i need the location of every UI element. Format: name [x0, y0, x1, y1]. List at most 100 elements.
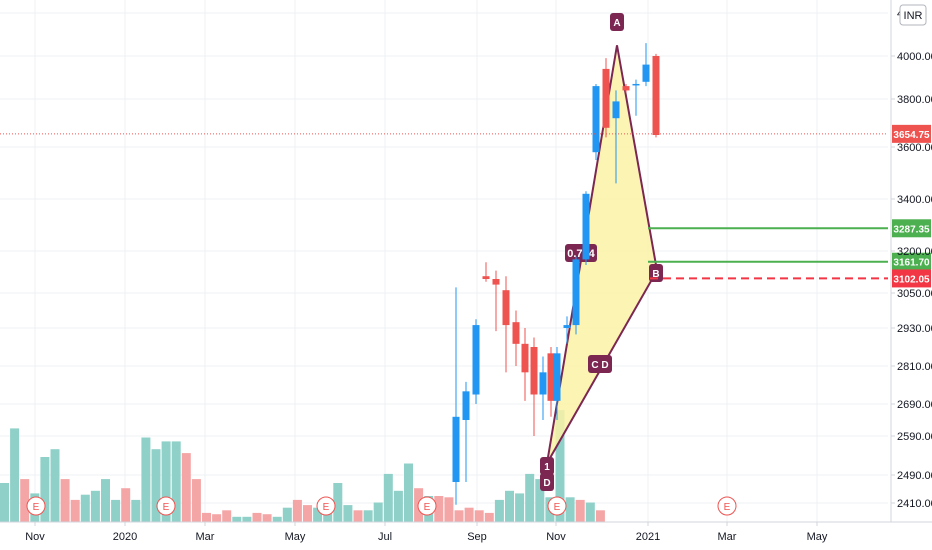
candle-body: [553, 353, 561, 401]
volume-bar: [474, 510, 484, 522]
volume-bar: [575, 499, 585, 522]
price-axis[interactable]: 2410.00 2490.00 2590.00 2690.00 2810.00 2930.…: [890, 0, 932, 522]
volume-bar: [161, 441, 171, 522]
candle-body: [612, 101, 620, 119]
time-tick-label: Mar: [196, 531, 215, 543]
earnings-marker: [26, 496, 46, 516]
candle-body: [482, 276, 490, 279]
pattern-tag-cd: C D: [591, 360, 608, 371]
price-tick-label: 3800.00: [897, 94, 932, 106]
price-tick-label: 2690.00: [897, 399, 932, 411]
level-badge-target1: [892, 219, 931, 238]
candle-body: [502, 290, 510, 326]
earnings-marker: [156, 496, 176, 516]
time-tick-label: 2021: [636, 531, 660, 543]
volume-bar: [60, 479, 70, 522]
currency-badge[interactable]: INR: [899, 4, 927, 26]
volume-bar: [303, 505, 312, 522]
volume-bar: [494, 499, 504, 522]
volume-bar: [343, 505, 353, 522]
volume-bar: [111, 499, 121, 522]
volume-bar: [454, 510, 464, 522]
candle-body: [563, 325, 571, 328]
volume-bar: [272, 516, 282, 522]
volume-bar: [232, 516, 242, 522]
candle-body: [632, 83, 640, 86]
candle-body: [472, 325, 480, 395]
volume-bar: [90, 490, 100, 522]
volume-bar: [70, 499, 80, 522]
candle-body: [642, 64, 650, 82]
price-levels: 3654.75 3287.35 3161.70 3102.05: [0, 124, 931, 288]
time-tick-label: Nov: [25, 531, 45, 543]
pattern-ratio-label: 0.724: [567, 248, 595, 260]
volume-bar: [404, 463, 413, 522]
time-tick-label: Jul: [378, 531, 392, 543]
volume-bar: [121, 488, 131, 522]
earnings-marker-label: E: [424, 502, 431, 513]
volume-bar: [181, 453, 191, 522]
volume-bar: [333, 483, 343, 522]
volume-bar: [262, 514, 272, 522]
volume-bar: [242, 516, 252, 522]
volume-bar: [313, 507, 323, 522]
volume-bars: [0, 410, 605, 522]
volume-bar: [444, 497, 454, 522]
price-tick-label: 2590.00: [897, 431, 932, 443]
pattern-tag-1: 1: [544, 462, 550, 473]
volume-bar: [373, 502, 383, 522]
volume-bar: [323, 510, 333, 522]
earnings-marker-label: E: [163, 502, 170, 513]
volume-bar: [595, 510, 605, 522]
pattern-triangle-xab: [547, 45, 657, 464]
level-label-target2: 3161.70: [893, 258, 930, 269]
volume-bar: [363, 510, 373, 522]
candle-body: [582, 193, 590, 260]
time-axis[interactable]: Nov 2020 Mar May Jul Sep Nov 2021 Mar May: [0, 521, 932, 543]
candle-body: [622, 86, 630, 91]
earnings-marker-label: E: [323, 502, 330, 513]
level-badge-last: [892, 124, 931, 143]
volume-bar: [464, 507, 474, 522]
volume-bar: [191, 479, 201, 522]
time-tick-label: May: [285, 531, 306, 543]
candlesticks: [452, 43, 660, 505]
volume-bar: [101, 479, 110, 522]
level-label-stop: 3102.05: [893, 274, 930, 285]
time-tick-label: Sep: [467, 531, 487, 543]
time-tick-label: May: [807, 531, 828, 543]
time-tick-label: Nov: [546, 531, 566, 543]
level-label-target1: 3287.35: [893, 224, 930, 235]
price-tick-label: 2490.00: [897, 470, 932, 482]
xabcd-pattern[interactable]: 1 D A B 0.724 C D: [540, 13, 663, 491]
pattern-tag-b: B: [652, 269, 659, 280]
earnings-marker-label: E: [554, 502, 561, 513]
candle-body: [521, 343, 529, 373]
level-label-last: 3654.75: [893, 130, 930, 141]
candle-body: [452, 416, 460, 482]
volume-bar: [212, 514, 222, 522]
volume-bar: [50, 449, 60, 522]
volume-bar: [353, 510, 363, 522]
volume-bar: [222, 510, 232, 522]
price-tick-label: 2810.00: [897, 361, 932, 373]
volume-bar: [505, 490, 514, 522]
currency-badge-label: INR: [904, 10, 923, 22]
volume-bar: [40, 457, 50, 522]
earnings-marker-label: E: [33, 502, 40, 513]
candle-body: [539, 372, 547, 395]
candle-body: [602, 68, 610, 128]
volume-bar: [484, 512, 494, 522]
pattern-tag-a-bg: [610, 13, 624, 31]
volume-bar: [151, 449, 161, 522]
candle-body: [547, 353, 555, 401]
pattern-tag-d-bottom-bg: [540, 473, 554, 491]
earnings-marker: [316, 496, 336, 516]
level-badge-target2: [892, 252, 931, 271]
pattern-tag-cd-bg: [588, 355, 612, 373]
volume-bar: [565, 497, 575, 522]
volume-bar: [434, 496, 444, 522]
volume-bar: [393, 490, 403, 522]
